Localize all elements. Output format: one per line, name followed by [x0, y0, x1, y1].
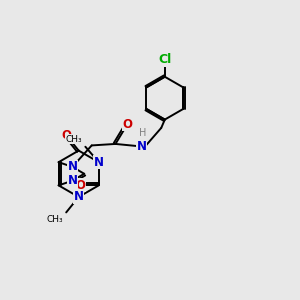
Text: CH₃: CH₃ [46, 215, 63, 224]
Text: Cl: Cl [158, 53, 171, 66]
Text: N: N [68, 174, 77, 187]
Text: CH₃: CH₃ [66, 135, 83, 144]
Text: N: N [94, 156, 104, 169]
Text: O: O [61, 129, 71, 142]
Text: N: N [74, 190, 84, 203]
Text: H: H [139, 128, 146, 138]
Text: N: N [136, 140, 147, 153]
Text: O: O [122, 118, 132, 131]
Text: N: N [68, 160, 77, 173]
Text: O: O [75, 179, 85, 192]
